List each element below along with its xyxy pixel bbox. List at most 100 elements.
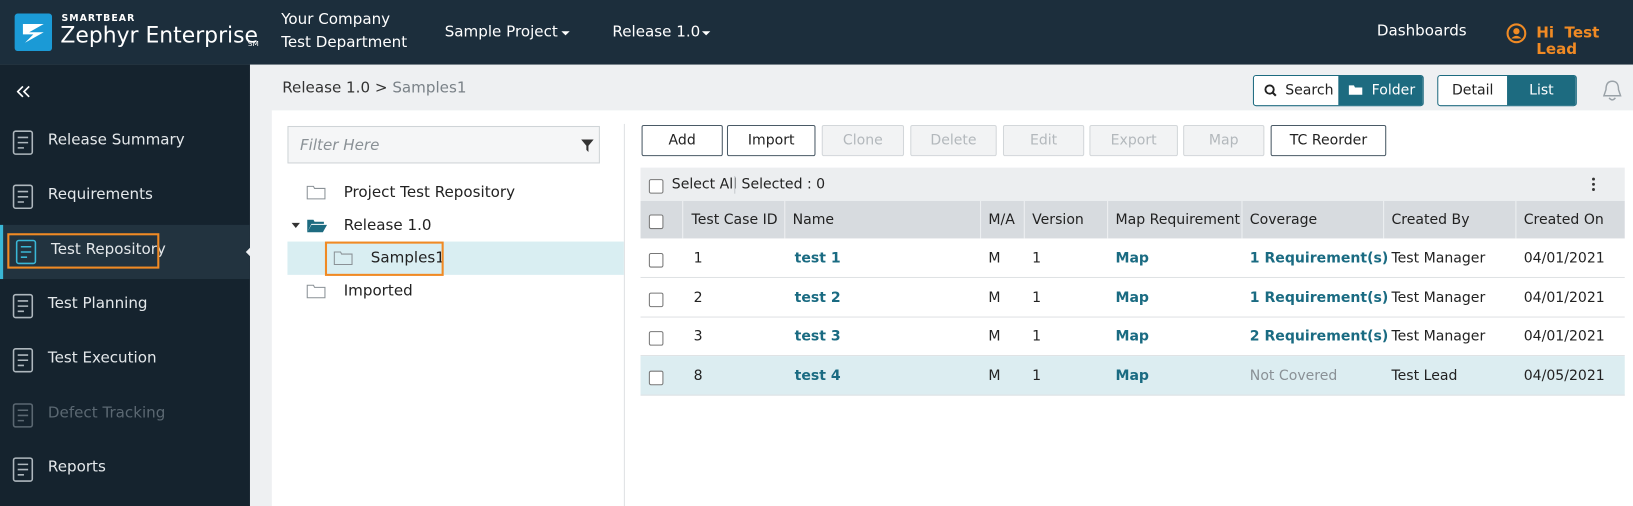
filter-placeholder: Filter Here <box>299 137 380 155</box>
nav-label: Test Repository <box>51 241 166 258</box>
breadcrumb-parent[interactable]: Release 1.0 <box>282 80 371 97</box>
search-button[interactable]: Search <box>1253 76 1339 106</box>
company: Your Company <box>281 11 391 29</box>
layout-toggle: Detail List <box>1437 74 1577 107</box>
tree-node[interactable]: Samples1 <box>287 241 624 277</box>
tree-label: Imported <box>343 283 413 300</box>
release-menu[interactable]: Release 1.0 <box>612 23 701 41</box>
list-button[interactable]: List <box>1507 76 1576 106</box>
caret <box>701 31 711 36</box>
splitter <box>623 123 625 506</box>
bell-icon[interactable] <box>1602 79 1623 102</box>
nav-item[interactable]: Reports <box>0 442 250 496</box>
table-cell[interactable]: Map <box>1115 327 1150 345</box>
table-cell: Not Covered <box>1249 367 1338 384</box>
select-all-checkbox[interactable] <box>648 179 664 194</box>
select-all: Select All <box>671 175 738 193</box>
table-cell: 1 <box>1032 288 1042 306</box>
nav-item[interactable]: Test Execution <box>0 333 250 387</box>
action-button: Edit <box>1002 124 1085 157</box>
column-header[interactable]: Map Requirement <box>1115 211 1241 229</box>
selection-bar: Select All Selected : 0 <box>640 167 1625 201</box>
table-cell[interactable]: test 3 <box>794 327 841 345</box>
nav-item[interactable]: Requirements <box>0 170 250 224</box>
table-cell: M <box>988 249 1001 267</box>
divider <box>734 175 736 194</box>
action-button[interactable]: TC Reorder <box>1270 124 1387 157</box>
column-header[interactable]: Created On <box>1523 211 1604 229</box>
nav-item[interactable]: Test Planning <box>0 279 250 333</box>
table-cell[interactable]: test 1 <box>794 249 841 267</box>
table-cell[interactable]: 1 Requirement(s) <box>1249 288 1389 306</box>
action-button[interactable]: Add <box>641 124 723 157</box>
tree-node[interactable]: Release 1.0 <box>287 209 623 242</box>
table-cell: 1 <box>1032 249 1042 267</box>
column-divider <box>980 200 982 239</box>
column-header[interactable]: Created By <box>1391 211 1470 229</box>
tree-node[interactable]: Imported <box>287 275 623 308</box>
action-button[interactable]: Import <box>726 124 816 157</box>
table-cell: M <box>988 288 1001 306</box>
table-row[interactable]: 8 test 4 M 1 Map Not Covered Test Lead 04/05/20… <box>640 355 1625 396</box>
row-checkbox[interactable] <box>648 214 664 230</box>
column-header[interactable]: Coverage <box>1249 211 1318 229</box>
nav-icon <box>12 130 34 155</box>
folder-label: Folder <box>1371 82 1416 99</box>
action-button: Map <box>1183 124 1265 157</box>
table-cell[interactable]: test 2 <box>794 288 841 306</box>
project-menu[interactable]: Sample Project <box>444 23 558 41</box>
breadcrumb-separator: > <box>374 80 388 97</box>
caret <box>561 31 570 36</box>
table-row[interactable]: 2 test 2 M 1 Map 1 Requirement(s) Test Manager… <box>640 277 1625 318</box>
breadcrumb: Release 1.0 > Samples1 <box>282 80 466 97</box>
table-cell[interactable]: 1 Requirement(s) <box>1249 249 1389 267</box>
column-divider <box>784 200 786 239</box>
table-cell[interactable]: test 4 <box>794 367 841 384</box>
table-row[interactable]: 1 test 1 M 1 Map 1 Requirement(s) Test Manager… <box>640 238 1625 279</box>
table-cell: 04/05/2021 <box>1523 367 1605 384</box>
action-button: Delete <box>910 124 997 157</box>
row-checkbox[interactable] <box>648 331 664 346</box>
brand-mark: SM <box>247 39 259 48</box>
row-checkbox[interactable] <box>648 370 664 385</box>
search-icon <box>1264 84 1277 97</box>
column-header[interactable]: Version <box>1032 211 1084 229</box>
nav-label: Release Summary <box>47 132 185 149</box>
folder-icon <box>333 251 353 266</box>
table-cell: Test Manager <box>1391 288 1486 306</box>
more-icon[interactable] <box>1591 177 1595 192</box>
filter-input[interactable]: Filter Here <box>287 125 600 164</box>
logo <box>14 13 53 52</box>
nav-label: Defect Tracking <box>47 404 166 422</box>
column-header[interactable]: Name <box>792 211 835 229</box>
table-cell[interactable]: Map <box>1115 288 1150 306</box>
nav-item[interactable]: Release Summary <box>0 116 250 170</box>
filter-icon[interactable] <box>581 139 594 153</box>
column-divider <box>1241 200 1243 239</box>
folder-button[interactable]: Folder <box>1338 76 1423 106</box>
nav-label: Reports <box>47 458 106 476</box>
table-cell[interactable]: 2 Requirement(s) <box>1249 327 1389 345</box>
nav-icon <box>12 293 34 319</box>
column-header[interactable]: Test Case ID <box>691 211 778 229</box>
nav-icon <box>12 457 34 482</box>
row-checkbox[interactable] <box>648 253 664 268</box>
active-pointer <box>245 244 254 259</box>
dashboards[interactable]: Dashboards <box>1376 22 1467 40</box>
search-label: Search <box>1285 82 1334 99</box>
table-cell: 04/01/2021 <box>1523 327 1605 345</box>
nav-item[interactable]: Test Repository <box>0 224 254 279</box>
collapse-icon[interactable] <box>16 85 32 98</box>
detail-button[interactable]: Detail <box>1438 76 1508 106</box>
tree-node[interactable]: Project Test Repository <box>287 176 623 209</box>
row-checkbox[interactable] <box>648 292 664 307</box>
column-header[interactable]: M/A <box>988 211 1015 229</box>
table-row[interactable]: 3 test 3 M 1 Map 2 Requirement(s) Test Manager… <box>640 317 1625 357</box>
table-cell[interactable]: Map <box>1115 249 1150 267</box>
table-cell[interactable]: Map <box>1115 367 1150 384</box>
column-divider <box>682 200 684 239</box>
nav-label: Test Planning <box>47 295 148 313</box>
nav-item: Defect Tracking <box>0 388 250 442</box>
greeting-hi: Hi <box>1536 24 1555 42</box>
user-name[interactable]: Test Lead <box>1536 24 1600 59</box>
